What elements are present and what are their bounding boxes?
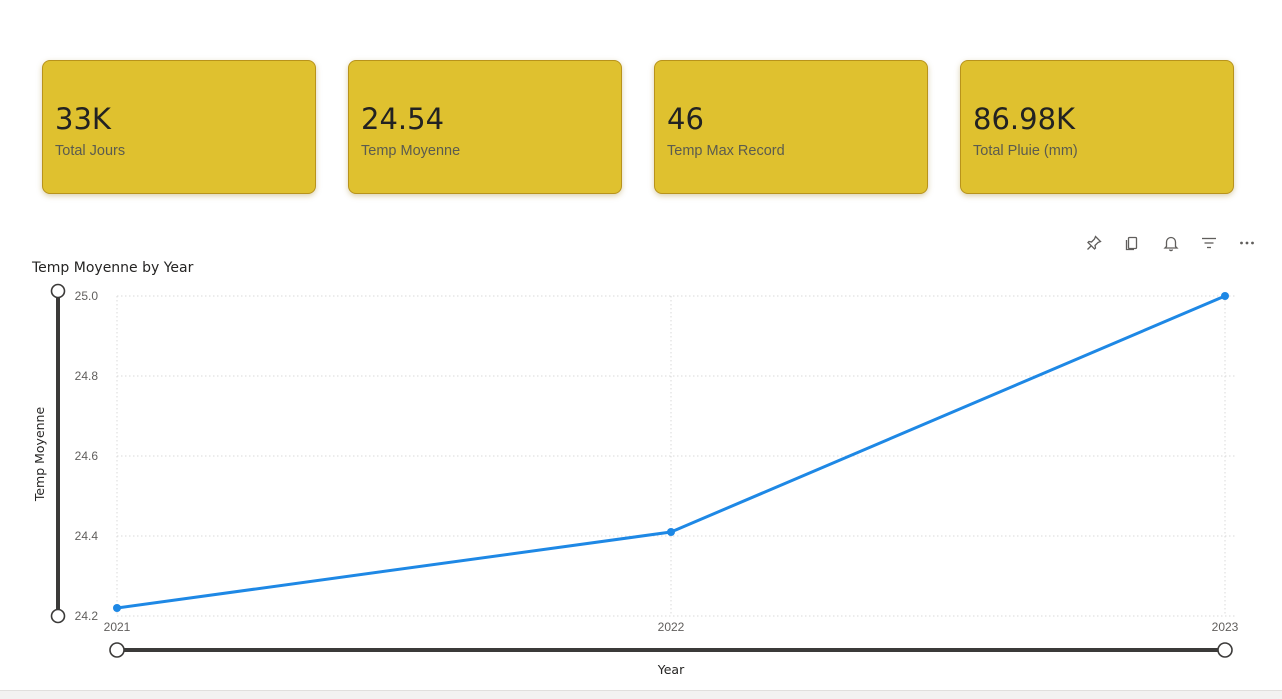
- data-point[interactable]: [667, 528, 675, 536]
- y-tick-label: 24.8: [75, 369, 99, 383]
- data-point[interactable]: [1221, 292, 1229, 300]
- kpi-card-total-jours[interactable]: 33K Total Jours: [42, 60, 316, 194]
- x-tick-label: 2022: [658, 620, 685, 634]
- y-tick-label: 25.0: [75, 289, 99, 303]
- kpi-card-temp-moyenne[interactable]: 24.54 Temp Moyenne: [348, 60, 622, 194]
- y-axis-title: Temp Moyenne: [32, 407, 47, 503]
- kpi-card-temp-max-record[interactable]: 46 Temp Max Record: [654, 60, 928, 194]
- more-options-icon[interactable]: [1235, 232, 1259, 254]
- copy-icon[interactable]: [1120, 232, 1144, 254]
- x-zoom-slider-handle-left[interactable]: [109, 642, 125, 658]
- kpi-label: Total Pluie (mm): [973, 143, 1078, 159]
- x-tick-label: 2023: [1212, 620, 1239, 634]
- kpi-label: Temp Max Record: [667, 143, 785, 159]
- y-zoom-slider-handle-top[interactable]: [50, 283, 66, 299]
- data-point[interactable]: [113, 604, 121, 612]
- x-zoom-slider-handle-right[interactable]: [1217, 642, 1233, 658]
- bottom-scrollbar-strip: [0, 690, 1282, 699]
- y-tick-label: 24.2: [75, 609, 99, 623]
- kpi-value: 86.98K: [973, 102, 1076, 136]
- y-zoom-slider-handle-bottom[interactable]: [50, 608, 66, 624]
- kpi-label: Total Jours: [55, 143, 126, 159]
- bell-icon[interactable]: [1159, 232, 1183, 254]
- kpi-value: 33K: [55, 102, 111, 136]
- kpi-label: Temp Moyenne: [361, 143, 461, 159]
- x-axis-title: Year: [657, 662, 685, 677]
- kpi-card-total-pluie[interactable]: 86.98K Total Pluie (mm): [960, 60, 1234, 194]
- y-tick-label: 24.6: [75, 449, 99, 463]
- visual-header-toolbar: [1078, 232, 1264, 254]
- y-tick-label: 24.4: [75, 529, 99, 543]
- filter-icon[interactable]: [1197, 232, 1221, 254]
- pin-icon[interactable]: [1082, 232, 1106, 254]
- chart-title: Temp Moyenne by Year: [32, 260, 194, 276]
- x-tick-label: 2021: [104, 620, 131, 634]
- kpi-value: 24.54: [361, 102, 445, 136]
- kpi-value: 46: [667, 102, 704, 136]
